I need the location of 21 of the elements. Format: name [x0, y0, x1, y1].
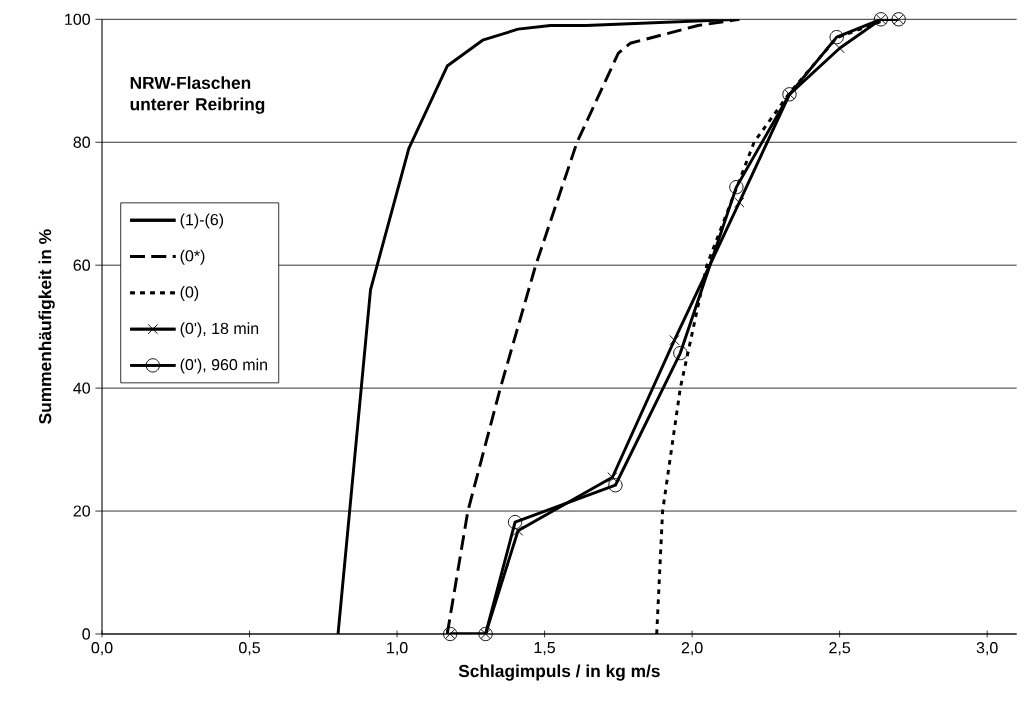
x-tick-label: 2,5: [829, 642, 851, 656]
y-tick-label: 40: [73, 382, 91, 394]
x-tick-label: 1,5: [534, 642, 556, 656]
x-tick-label: 0,0: [91, 642, 113, 656]
y-tick-label: 20: [73, 505, 91, 517]
legend-label: (0'), 960 min: [180, 358, 267, 374]
y-tick-label: 100: [65, 13, 91, 25]
legend-label: (0'), 18 min: [180, 322, 259, 338]
legend-label: (0): [180, 286, 199, 301]
x-tick-label: 3,0: [976, 642, 998, 656]
x-axis-title: Schlagimpuls / in kg m/s: [458, 664, 660, 681]
x-tick-label: 2,0: [681, 642, 703, 656]
y-tick-label: 60: [73, 259, 91, 271]
x-tick-label: 0,5: [239, 642, 260, 656]
x-tick-label: 1,0: [387, 642, 408, 656]
legend-label: (1)-(6): [180, 213, 224, 229]
y-tick-label: 0: [82, 628, 91, 640]
annotation: NRW-Flaschen unterer Reibring: [130, 76, 265, 114]
y-tick-label: 80: [73, 136, 91, 148]
y-axis-title: Summenhäufigkeit in %: [38, 229, 55, 424]
legend-label: (0*): [180, 249, 205, 265]
